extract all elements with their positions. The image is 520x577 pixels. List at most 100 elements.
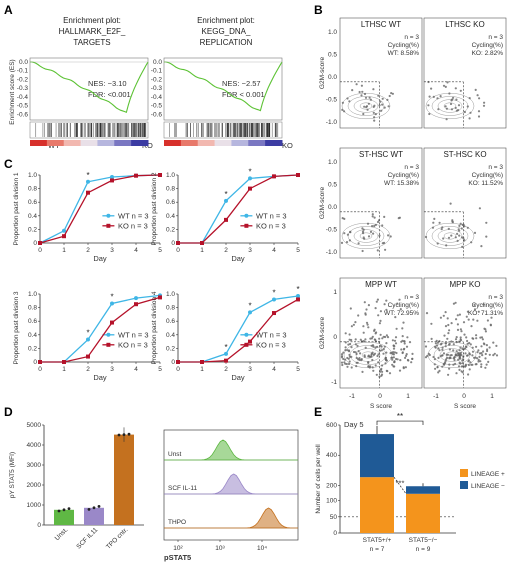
scatter-cell-point: [455, 341, 458, 344]
scatter-cell-point: [367, 102, 370, 105]
scatter-cell-point: [394, 316, 397, 319]
line-point-ko: [110, 178, 114, 183]
line-legend-label: WT n = 3: [256, 330, 287, 339]
scatter-cell-point: [373, 116, 376, 119]
scatter-cell-point: [448, 348, 451, 351]
scatter-cell-point: [468, 353, 471, 356]
scatter-cell-point: [454, 362, 457, 365]
scatter-cell-point: [467, 360, 470, 363]
scatter-cell-point: [389, 235, 392, 238]
scatter-cell-point: [343, 232, 346, 235]
scatter-cell-point: [378, 234, 381, 237]
line-point-ko: [158, 173, 162, 177]
panel-label-a: A: [4, 3, 13, 17]
scatter-cell-point: [441, 226, 444, 229]
line-legend-marker: [244, 213, 249, 218]
scatter-cell-point: [393, 345, 396, 348]
scatter-cell-point: [443, 334, 446, 337]
line-xtick-label: 0: [176, 366, 180, 373]
gsea-enrichment-curve-1: [30, 61, 149, 114]
line-series-ko: [178, 174, 299, 244]
scatter-cell-point: [448, 363, 451, 366]
scatter-cell-point: [482, 350, 485, 353]
bar-category-label: TPO cntr.: [105, 526, 129, 550]
scatter-cell-point: [476, 319, 479, 322]
scatter-cell-point: [360, 84, 363, 87]
line-point-ko: [200, 241, 204, 245]
scatter-cell-point: [448, 367, 451, 370]
scatter-cell-point: [367, 326, 370, 329]
line-legend-label: WT n = 3: [118, 211, 149, 220]
scatter-cell-point: [341, 101, 344, 104]
scatter-cell-point: [348, 333, 351, 336]
scatter-cell-point: [458, 354, 461, 357]
scatter-cell-point: [396, 302, 399, 305]
scatter-cell-point: [454, 87, 457, 90]
scatter-cell-point: [457, 358, 460, 361]
scatter-cell-point: [436, 344, 439, 347]
scatter-cell-point: [476, 351, 479, 354]
scatter-cell-point: [448, 92, 451, 95]
scatter-cell-point: [346, 233, 349, 236]
scatter-cell-point: [437, 356, 440, 359]
scatter-cell-point: [378, 322, 381, 325]
scatter-cell-point: [391, 339, 394, 342]
scatter-cell-point: [411, 357, 414, 360]
scatter-cycling-ko: Cycling(%): [472, 42, 503, 49]
scatter-density-contour: [343, 341, 393, 369]
scatter-cycling-wt: Cycling(%): [388, 42, 419, 49]
gsea1-ytick: -0.4: [17, 94, 29, 101]
scatter-frame-wt: [339, 147, 423, 259]
scatter-cell-point: [360, 94, 363, 97]
scatter-cell-point: [427, 104, 430, 107]
scatter-cell-point: [449, 354, 452, 357]
scatter-cell-point: [382, 352, 385, 355]
scatter-cell-point: [386, 98, 389, 101]
line-xtick-label: 2: [224, 366, 228, 373]
scatter-ytick: 0.0: [328, 74, 337, 81]
scatter-cell-point: [351, 89, 354, 92]
scatter-cell-point: [466, 226, 469, 229]
scatter-cell-point: [442, 314, 445, 317]
panel-label-e: E: [314, 405, 322, 419]
scatter-cell-point: [464, 352, 467, 355]
scatter-cell-point: [344, 358, 347, 361]
panel-a-gsea: Enrichment plot: HALLMARK_E2F_ TARGETS N…: [9, 16, 293, 150]
scatter-cell-point: [404, 356, 407, 359]
scatter-cell-point: [434, 342, 437, 345]
scatter-cell-point: [436, 366, 439, 369]
scatter-ytick: -1.0: [326, 249, 338, 256]
scatter-cell-point: [354, 343, 357, 346]
scatter-cell-point: [341, 363, 344, 367]
gsea2-ytick: -0.6: [151, 111, 163, 118]
scatter-ytick: -1.0: [326, 119, 338, 126]
scatter-cell-point: [408, 341, 412, 344]
scatter-cell-point: [437, 347, 440, 350]
scatter-density-contour: [353, 229, 379, 243]
line-legend-marker: [106, 332, 111, 337]
bar-d-1: [84, 507, 104, 525]
gsea1-title-line3: TARGETS: [73, 38, 110, 47]
bar-d-0: [54, 509, 74, 525]
scatter-cell-point: [476, 94, 479, 97]
stacked-category-label: STAT5−/−: [409, 537, 438, 544]
flow-row-label: THPO: [168, 519, 186, 526]
scatter-cell-point: [355, 365, 358, 368]
scatter-cell-point: [340, 353, 344, 356]
scatter-cell-point: [363, 301, 366, 304]
scatter-cell-point: [395, 351, 398, 355]
scatter-cell-point: [452, 96, 455, 99]
stacked-bar-segment-1: [406, 486, 440, 494]
line-point-wt: [224, 198, 228, 203]
scatter-cell-point: [459, 328, 462, 331]
scatter-cell-point: [358, 90, 361, 94]
scatter-cell-point: [447, 323, 450, 327]
scatter-xtick: 1: [490, 393, 494, 400]
gsea-rank-gradient-segment: [131, 140, 149, 146]
gsea1-ytick: -0.1: [17, 68, 29, 75]
line-point-ko: [296, 297, 300, 302]
scatter-xtick: -1: [349, 393, 355, 400]
scatter-cell-point: [382, 335, 385, 338]
scatter-cell-point: [404, 366, 407, 369]
gsea2-ytick: -0.2: [151, 76, 163, 83]
